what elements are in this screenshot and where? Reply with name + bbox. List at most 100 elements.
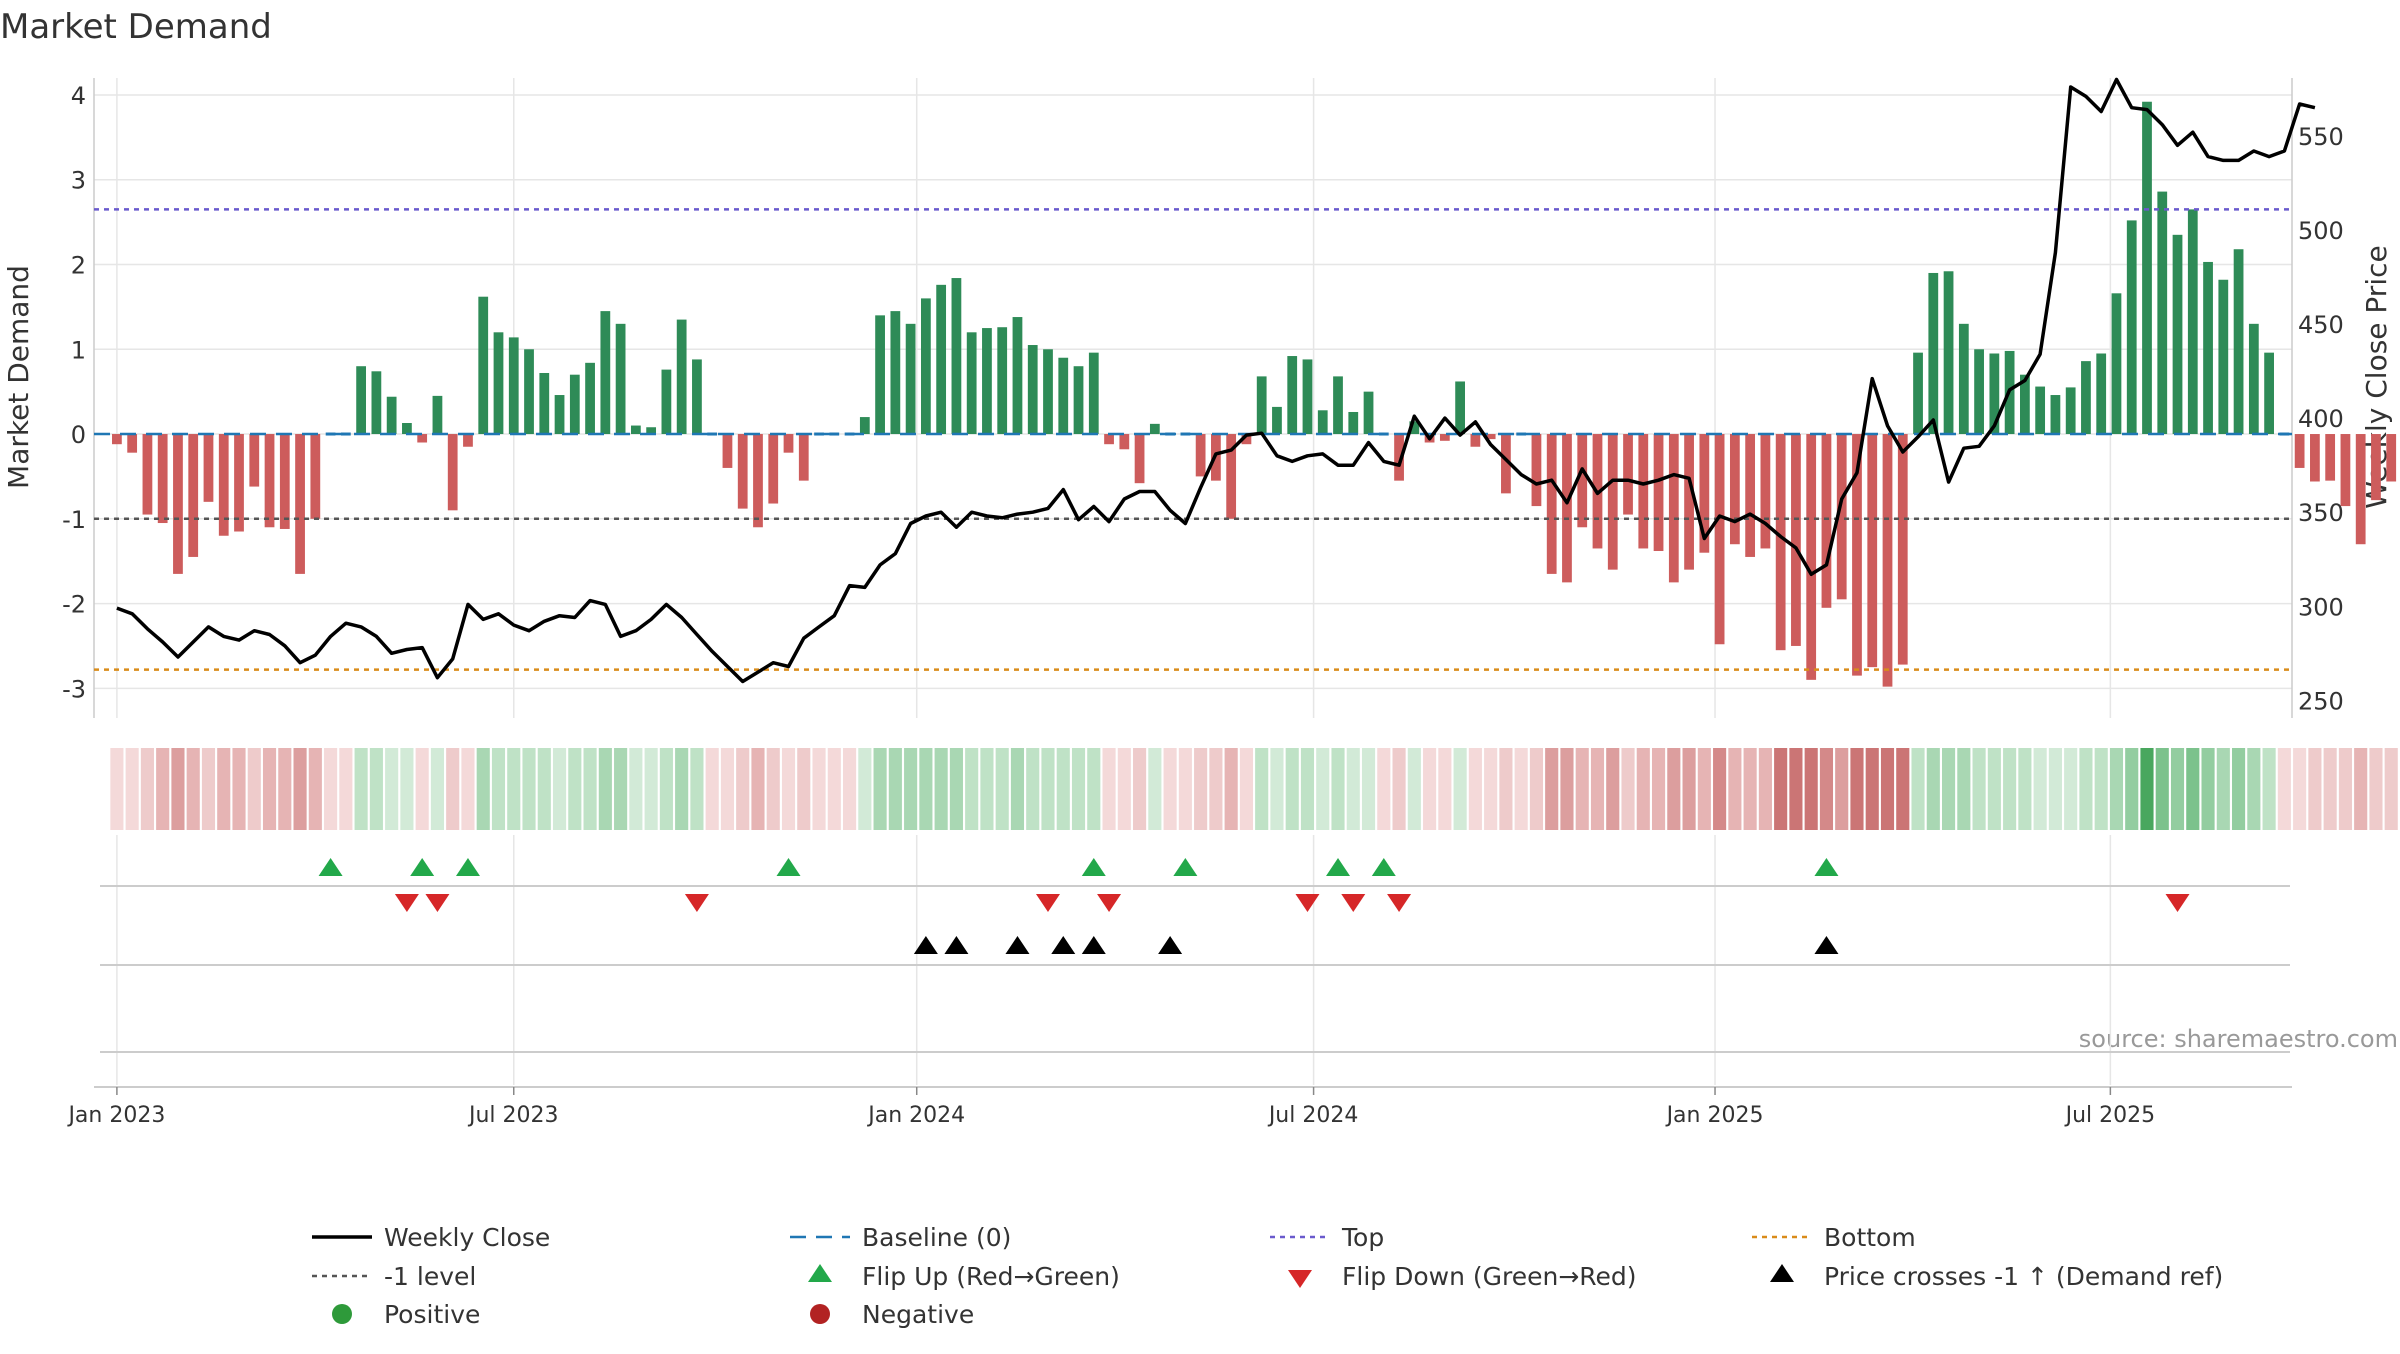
heat-cell: [690, 748, 704, 830]
demand-bar-negative: [2371, 434, 2381, 501]
heat-cell: [1804, 748, 1818, 830]
heat-cell: [1453, 748, 1467, 830]
demand-bar-negative: [1821, 434, 1832, 608]
heat-cell: [1377, 748, 1391, 830]
heat-cell: [2247, 748, 2261, 830]
heat-cell: [1316, 748, 1330, 830]
x-axis: Jan 2023 Jul 2023 Jan 2024 Jul 2024 Jan 2025…: [66, 1086, 2292, 1128]
y-tick-label: -2: [62, 591, 86, 619]
x-tick-label: Jul 2025: [2064, 1103, 2156, 1128]
demand-bar-negative: [173, 434, 183, 574]
heat-cell: [1865, 748, 1879, 830]
demand-bar-negative: [463, 434, 473, 447]
weekly-close-line: [116, 77, 2316, 684]
heat-cell: [385, 748, 399, 830]
heat-cell: [2170, 748, 2185, 830]
heat-cell: [2186, 748, 2200, 830]
heat-cell: [1239, 748, 1253, 830]
heat-cell: [1560, 748, 1574, 830]
heat-cell: [583, 748, 597, 830]
heat-cell: [720, 748, 735, 830]
demand-bar-negative: [1226, 434, 1237, 519]
heat-cell: [491, 748, 506, 830]
demand-bar-negative: [1485, 434, 1496, 440]
heat-cell: [1041, 748, 1055, 830]
demand-bar-negative: [1668, 434, 1679, 583]
flip-down-marker: [2165, 894, 2190, 912]
demand-bar-positive: [2081, 361, 2091, 435]
demand-bar-negative: [1684, 434, 1694, 570]
heat-cell: [2201, 748, 2215, 830]
demand-bar-positive: [676, 319, 687, 435]
y-tick-label: 0: [71, 421, 86, 449]
heat-cell: [1148, 748, 1162, 830]
heat-cell: [1987, 748, 2001, 830]
demand-bar-negative: [1745, 434, 1756, 557]
heat-cell: [1758, 748, 1772, 830]
demand-bar-zero: [707, 432, 718, 436]
demand-bar-negative: [2294, 434, 2305, 468]
demand-bar-positive: [1149, 423, 1160, 435]
heat-cell: [1087, 748, 1101, 830]
heat-cell: [1774, 748, 1788, 830]
heat-cell: [1361, 748, 1376, 830]
heat-cell: [1468, 748, 1482, 830]
legend-swatch-flip-up: [808, 1264, 832, 1282]
legend-label: Negative: [862, 1300, 974, 1329]
legend-label: Baseline (0): [862, 1223, 1011, 1252]
heat-cell: [1438, 748, 1452, 830]
demand-bar-positive: [1043, 349, 1053, 435]
x-tick-label: Jul 2024: [1267, 1103, 1359, 1128]
demand-bar-negative: [127, 434, 138, 453]
heat-cell: [110, 748, 124, 830]
demand-bar-positive: [1272, 406, 1282, 435]
heat-cell: [446, 748, 460, 830]
heat-cell: [2155, 748, 2169, 830]
heat-cell: [1606, 748, 1620, 830]
heat-cell: [430, 748, 445, 830]
demand-bar-positive: [432, 395, 443, 435]
legend-label: -1 level: [384, 1262, 476, 1291]
demand-bar-negative: [279, 434, 290, 529]
heat-cell: [2033, 748, 2047, 830]
legend-label: Flip Up (Red→Green): [862, 1262, 1120, 1291]
demand-bar-negative: [1897, 434, 1908, 665]
heat-cell: [1163, 748, 1177, 830]
y-axis-ticks: -3 -2 -1 0 1 2 3 4 250 300 350 400 450 500 550: [62, 82, 2344, 715]
demand-bar-negative: [2355, 434, 2366, 545]
heat-cell: [1224, 748, 1238, 830]
demand-bar-positive: [1348, 411, 1359, 435]
flip-down-marker: [1295, 894, 1320, 912]
price-cross-marker: [1814, 936, 1839, 954]
demand-bar-negative: [1104, 434, 1114, 445]
flip-up-marker: [1371, 858, 1396, 876]
legend-swatch-price-cross: [1770, 1264, 1794, 1282]
demand-bar-positive: [356, 366, 367, 435]
heat-cell: [842, 748, 857, 830]
demand-bar-positive: [478, 296, 489, 435]
demand-bar-positive: [600, 311, 611, 435]
demand-bar-positive: [2218, 279, 2229, 435]
heat-cell: [2079, 748, 2093, 830]
demand-bar-positive: [2172, 234, 2183, 435]
heat-cell: [1392, 748, 1406, 830]
demand-bar-positive: [2019, 374, 2030, 435]
heat-cell: [1957, 748, 1971, 830]
demand-bar-positive: [1027, 345, 1038, 435]
demand-bar-negative: [1806, 434, 1817, 680]
heat-cell: [1743, 748, 1757, 830]
y-tick-label: 1: [71, 336, 86, 364]
demand-bar-negative: [768, 434, 779, 504]
demand-bar-positive: [2248, 323, 2259, 435]
demand-bar-positive: [920, 298, 931, 435]
heat-cell: [1682, 748, 1696, 830]
heat-cell: [797, 748, 811, 830]
demand-bar-negative: [1714, 434, 1725, 645]
chart-title: Market Demand: [0, 7, 272, 47]
demand-bar-negative: [2310, 434, 2320, 482]
heat-cell: [324, 748, 338, 830]
price-cross-marker: [1005, 936, 1030, 954]
heat-cell: [598, 748, 612, 830]
heat-cell: [1056, 748, 1070, 830]
